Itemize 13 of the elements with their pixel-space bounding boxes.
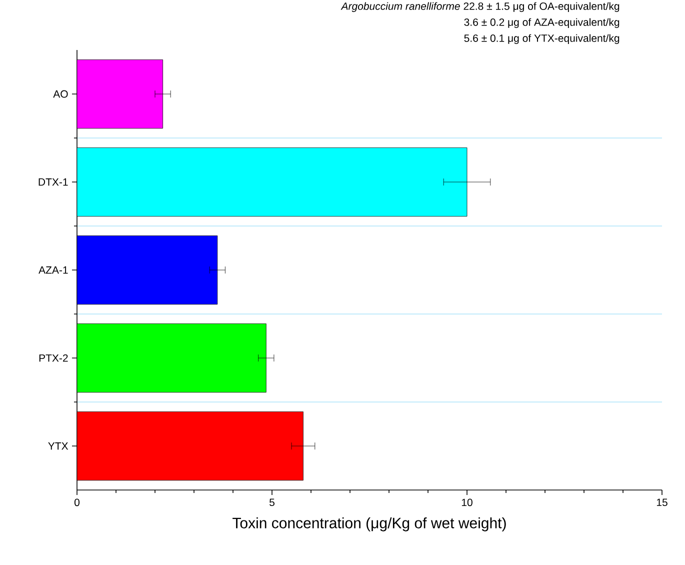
x-tick-label: 10	[462, 498, 472, 506]
y-tick-label: AO	[53, 90, 68, 98]
x-tick-label: 0	[74, 498, 80, 506]
y-tick-label: DTX-1	[38, 178, 68, 186]
text: 3.6 ± 0.2 μg of AZA-equivalent/kg	[464, 18, 620, 28]
y-tick-label: AZA-1	[38, 266, 68, 274]
x-tick-label: 5	[270, 498, 274, 506]
y-tick-label: YTX	[48, 442, 68, 450]
y-tick-label: PTX-2	[39, 354, 68, 362]
x-axis-title: Toxin concentration (μg/Kg of wet weight)	[232, 517, 506, 532]
x-tick-label: 15	[656, 498, 668, 506]
text: Argobuccium ranelliforme 22.8 ± 1.5 μg of OA-equivalent/kg	[340, 2, 620, 12]
text: 5.6 ± 0.1 μg of YTX-equivalent/kg	[464, 34, 620, 44]
